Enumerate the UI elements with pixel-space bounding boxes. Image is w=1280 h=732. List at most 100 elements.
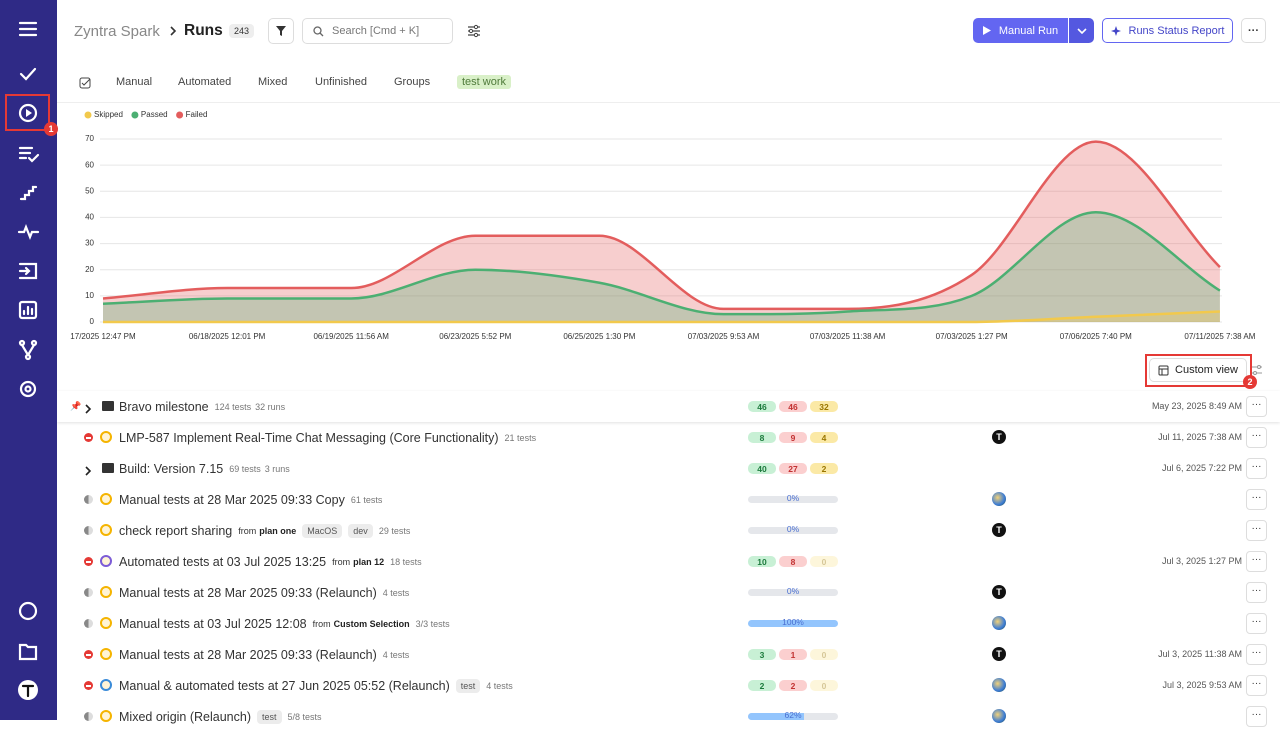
menu-icon[interactable] (18, 21, 38, 37)
nav-icon[interactable] (17, 224, 40, 240)
filter-button[interactable] (268, 18, 294, 44)
x-tick-label: 06/19/2025 11:56 AM (313, 332, 389, 341)
progress-track (748, 620, 838, 627)
assignee-avatar (992, 492, 1006, 506)
legend-swatch (84, 111, 92, 119)
run-name[interactable]: check report sharing (119, 523, 233, 538)
nav-settings-icon[interactable] (19, 380, 37, 398)
row-menu-button[interactable]: ··· (1246, 427, 1267, 448)
nav-icon[interactable] (18, 300, 38, 320)
x-tick-label: 06/25/2025 1:30 PM (563, 332, 635, 341)
tab[interactable]: Automated (178, 76, 232, 88)
search-box[interactable]: Search [Cmd + K] (302, 18, 453, 44)
row-menu-button[interactable]: ··· (1246, 613, 1267, 634)
row-menu-button[interactable]: ··· (1246, 551, 1267, 572)
settings-icon[interactable] (1251, 364, 1263, 376)
settings-sliders[interactable] (467, 24, 481, 38)
test-count: 4 tests (382, 649, 410, 660)
tab[interactable]: Unfinished (315, 76, 367, 88)
line (102, 140, 1221, 311)
run-row[interactable]: check report sharing from plan one MacOS dev… (57, 515, 1280, 546)
tab[interactable]: Groups (394, 76, 431, 88)
x-tick-label: 17/2025 12:47 PM (70, 332, 136, 341)
run-row[interactable]: Manual tests at 03 Jul 2025 12:08 from Cus… (57, 608, 1280, 639)
run-row[interactable]: Manual tests at 28 Mar 2025 09:33 (Relau… (57, 577, 1280, 608)
progress-track (748, 713, 838, 720)
row-menu-button[interactable]: ··· (1246, 582, 1267, 603)
nav-runs-icon[interactable] (18, 103, 38, 123)
help-icon[interactable] (18, 601, 38, 621)
run-row[interactable]: Manual & automated tests at 27 Jun 2025 … (57, 670, 1280, 701)
run-name[interactable]: Manual & automated tests at 27 Jun 2025 … (119, 678, 450, 693)
highlight-box (1145, 354, 1252, 387)
y-tick-label: 20 (85, 265, 94, 274)
x-tick-label: 07/03/2025 9:53 AM (688, 332, 760, 341)
status-counts: 46 46 32 (748, 401, 838, 412)
run-name-group: check report sharing from plan one MacOS dev… (119, 515, 410, 546)
run-name[interactable]: Manual tests at 03 Jul 2025 12:08 (119, 616, 307, 631)
test-count: 69 tests (229, 463, 261, 474)
run-date: Jul 3, 2025 11:38 AM (1158, 649, 1242, 659)
run-row[interactable]: Manual tests at 28 Mar 2025 09:33 (Relau… (57, 639, 1280, 670)
annotation-badge: 2 (1243, 375, 1257, 389)
progress-fill (748, 620, 838, 627)
breadcrumb-chevron (170, 26, 177, 36)
folder-icon (102, 463, 114, 473)
tab[interactable]: test work (457, 75, 512, 89)
nav-icon[interactable] (19, 67, 37, 81)
row-menu-button[interactable]: ··· (1246, 706, 1267, 727)
nav-icon[interactable] (19, 185, 38, 201)
count-pill: 0 (810, 556, 838, 567)
tab[interactable]: Mixed (258, 76, 288, 88)
plan-name: plan 12 (353, 556, 385, 567)
manual-run-dropdown[interactable] (1069, 18, 1094, 43)
row-menu-button[interactable]: ··· (1246, 644, 1267, 665)
row-menu-button[interactable]: ··· (1246, 520, 1267, 541)
more-button[interactable]: ··· (1241, 18, 1266, 43)
expand-chevron[interactable] (84, 401, 92, 414)
tab[interactable]: Manual (116, 76, 153, 88)
run-row[interactable]: LMP-587 Implement Real-Time Chat Messagi… (57, 422, 1280, 453)
files-icon[interactable] (18, 643, 38, 661)
run-name[interactable]: LMP-587 Implement Real-Time Chat Messagi… (119, 430, 499, 445)
count-pill: 2 (779, 680, 807, 691)
progress-label: 100% (782, 617, 804, 627)
test-count: 4 tests (486, 680, 513, 691)
y-tick-label: 60 (85, 160, 94, 169)
test-count: 29 tests (378, 525, 411, 536)
run-name[interactable]: Bravo milestone (119, 399, 209, 414)
row-menu-button[interactable]: ··· (1246, 396, 1267, 417)
run-row[interactable]: 📌 Bravo milestone 124 tests 32 runs 46 46 32 Ma… (57, 391, 1280, 422)
sidebar-icons (5, 21, 50, 700)
run-row[interactable]: Build: Version 7.15 69 tests 3 runs 40 27 2 Ju… (57, 453, 1280, 484)
row-menu-button[interactable]: ··· (1246, 675, 1267, 696)
nav-icon[interactable] (18, 146, 40, 163)
status-icon (84, 712, 93, 721)
run-name[interactable]: Manual tests at 28 Mar 2025 09:33 (Relau… (119, 647, 377, 662)
row-menu-button[interactable]: ··· (1246, 458, 1267, 479)
run-row[interactable]: Manual tests at 28 Mar 2025 09:33 Copy 61… (57, 484, 1280, 515)
breadcrumb-project[interactable]: Zyntra Spark (74, 23, 160, 40)
count-pill: 46 (748, 401, 776, 412)
nav-icon[interactable] (18, 262, 38, 280)
run-name[interactable]: Mixed origin (Relaunch) (119, 709, 252, 724)
run-count: 32 runs (255, 401, 286, 412)
row-menu-button[interactable]: ··· (1246, 489, 1267, 510)
button-label: Runs Status Report (1128, 24, 1225, 37)
custom-view-button[interactable]: Custom view (1149, 358, 1247, 382)
run-name[interactable]: Automated tests at 03 Jul 2025 13:25 (119, 554, 327, 569)
assignee-avatar: T (992, 585, 1006, 599)
run-row[interactable]: Automated tests at 03 Jul 2025 13:25 from… (57, 546, 1280, 577)
run-row[interactable]: Mixed origin (Relaunch) test 5/8 tests 62% ·… (57, 701, 1280, 732)
tag: MacOS (302, 523, 343, 538)
run-name[interactable]: Manual tests at 28 Mar 2025 09:33 (Relau… (119, 585, 377, 600)
run-name[interactable]: Build: Version 7.15 (119, 461, 224, 476)
tabs-icon[interactable] (79, 76, 92, 89)
from-prefix: from (238, 525, 257, 536)
manual-run-button[interactable]: Manual Run (973, 18, 1068, 43)
expand-chevron[interactable] (84, 463, 92, 476)
run-name-group: Manual tests at 28 Mar 2025 09:33 Copy 61… (119, 484, 382, 515)
run-name[interactable]: Manual tests at 28 Mar 2025 09:33 Copy (119, 492, 345, 507)
status-report-button[interactable]: Runs Status Report (1102, 18, 1233, 43)
folder-icon (102, 401, 114, 411)
